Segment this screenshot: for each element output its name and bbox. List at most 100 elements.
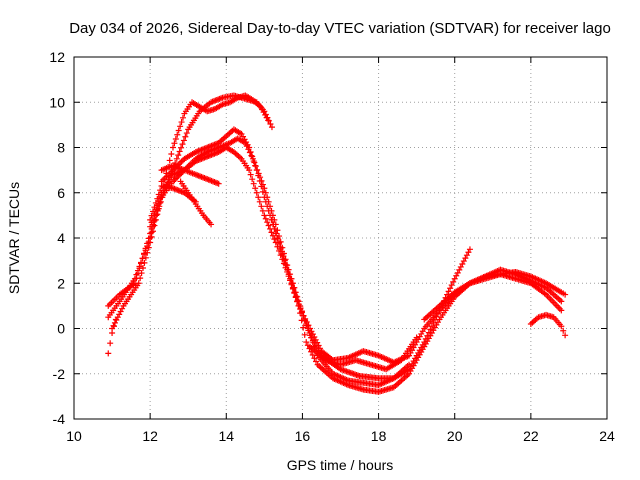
data-point — [171, 140, 178, 147]
data-point — [250, 158, 257, 165]
data-point — [255, 172, 262, 179]
data-point — [261, 185, 268, 192]
data-point — [178, 158, 185, 165]
data-point — [276, 239, 283, 246]
data-point — [268, 216, 275, 223]
data-point — [283, 262, 290, 269]
data-point — [303, 320, 310, 327]
data-point — [249, 176, 256, 183]
data-point — [117, 308, 124, 315]
data-point — [298, 309, 305, 316]
data-point — [154, 195, 161, 202]
data-point — [144, 249, 151, 256]
data-point — [291, 289, 298, 296]
x-tick-label: 16 — [295, 428, 311, 444]
data-point — [280, 253, 287, 260]
data-point — [406, 361, 413, 368]
data-point — [147, 223, 154, 230]
data-point — [271, 225, 278, 232]
data-point — [267, 212, 274, 219]
data-point — [262, 189, 269, 196]
data-point — [562, 332, 569, 339]
data-point — [284, 266, 291, 273]
y-tick-label: 2 — [57, 275, 65, 291]
data-point — [174, 131, 181, 138]
data-point — [281, 257, 288, 264]
data-point — [179, 141, 186, 148]
series-track-8 — [177, 178, 215, 228]
data-point — [270, 221, 277, 228]
series-track-1 — [105, 92, 275, 309]
data-point — [133, 271, 140, 278]
data-point — [427, 326, 434, 333]
data-point — [413, 334, 420, 341]
y-tick-label: -2 — [53, 366, 66, 382]
data-point — [149, 228, 156, 235]
data-point — [301, 331, 308, 338]
x-tick-label: 12 — [142, 428, 158, 444]
data-marks — [105, 92, 569, 395]
y-tick-label: 0 — [57, 321, 65, 337]
data-point — [448, 282, 455, 289]
y-axis-label: SDTVAR / TECUs — [6, 182, 22, 294]
data-point — [261, 194, 268, 201]
series-track-7 — [147, 182, 199, 223]
data-point — [246, 167, 253, 174]
data-point — [300, 313, 307, 320]
data-point — [265, 207, 272, 214]
chart-title: Day 034 of 2026, Sidereal Day-to-day VTE… — [69, 20, 611, 37]
grid — [74, 57, 607, 419]
data-point — [255, 194, 262, 201]
data-point — [309, 352, 316, 359]
data-point — [300, 324, 307, 331]
data-point — [262, 215, 269, 222]
data-point — [155, 191, 162, 198]
data-point — [166, 157, 173, 164]
data-point — [183, 130, 190, 137]
series-track-9 — [268, 216, 413, 389]
data-point — [268, 124, 275, 131]
data-point — [138, 270, 145, 277]
data-point — [246, 144, 253, 151]
y-tick-label: 8 — [57, 140, 65, 156]
data-point — [253, 189, 260, 196]
data-point — [286, 271, 293, 278]
data-point — [301, 317, 308, 324]
data-point — [277, 244, 284, 251]
data-point — [148, 212, 155, 219]
y-tick-label: 10 — [49, 94, 65, 110]
data-point — [273, 230, 280, 237]
data-point — [258, 203, 265, 210]
x-tick-label: 14 — [218, 428, 234, 444]
data-point — [215, 180, 222, 187]
data-point — [294, 297, 301, 304]
data-point — [264, 203, 271, 210]
x-tick-label: 18 — [371, 428, 387, 444]
data-point — [142, 254, 149, 261]
data-point — [151, 204, 158, 211]
data-point — [168, 150, 175, 157]
data-point — [155, 205, 162, 212]
data-point — [313, 358, 320, 365]
data-point — [558, 323, 565, 330]
data-point — [288, 280, 295, 287]
data-point — [249, 153, 256, 160]
data-point — [180, 137, 187, 144]
data-point — [176, 148, 183, 155]
data-point — [147, 216, 154, 223]
data-point — [267, 120, 274, 127]
y-tick-label: -4 — [53, 411, 66, 427]
data-point — [258, 183, 265, 190]
data-point — [141, 251, 148, 258]
y-tick-label: 12 — [49, 49, 65, 65]
data-point — [177, 123, 184, 130]
data-point — [116, 311, 123, 318]
data-point — [147, 239, 154, 246]
x-tick-label: 24 — [599, 428, 615, 444]
data-point — [152, 199, 159, 206]
series-track-5 — [158, 144, 565, 366]
data-point — [308, 334, 315, 341]
data-point — [179, 114, 186, 121]
data-point — [287, 275, 294, 282]
